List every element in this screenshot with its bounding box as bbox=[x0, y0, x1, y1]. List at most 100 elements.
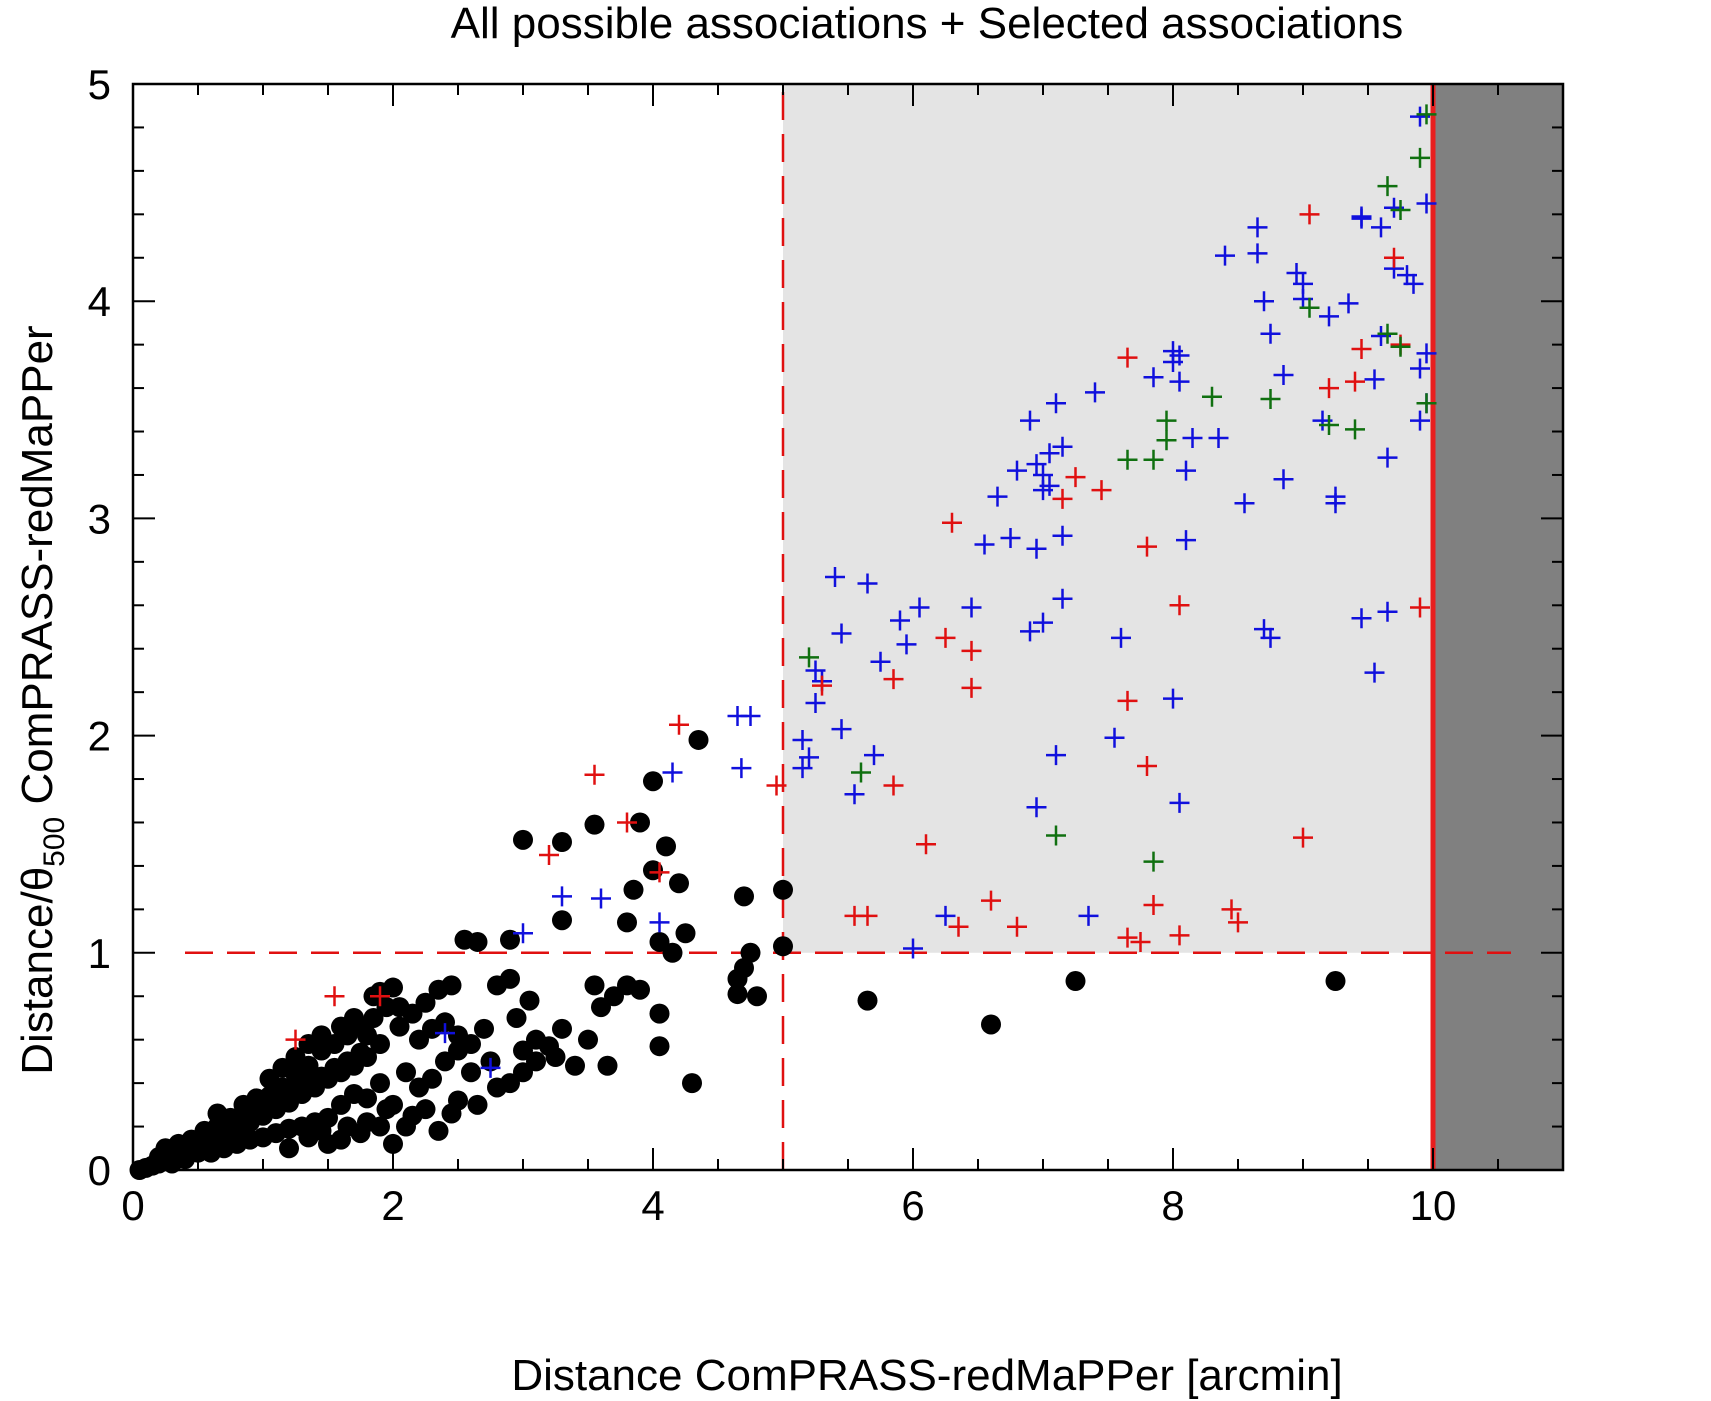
point-0-83 bbox=[370, 1073, 390, 1094]
point-0-139 bbox=[727, 984, 748, 1005]
y-tick-label: 2 bbox=[88, 713, 111, 760]
point-2-36 bbox=[1293, 827, 1313, 848]
point-0-172 bbox=[311, 1120, 332, 1141]
series-2 bbox=[285, 204, 1430, 1050]
point-2-23 bbox=[1065, 467, 1086, 488]
point-0-69 bbox=[441, 975, 462, 996]
y-tick-label: 5 bbox=[88, 61, 111, 108]
point-1-20 bbox=[870, 651, 891, 672]
point-1-4 bbox=[662, 762, 683, 783]
point-1-55 bbox=[1169, 792, 1190, 813]
point-0-123 bbox=[513, 829, 533, 850]
point-0-149 bbox=[1325, 971, 1346, 992]
point-1-56 bbox=[1176, 460, 1196, 481]
point-0-78 bbox=[506, 1007, 527, 1028]
point-0-110 bbox=[578, 1029, 598, 1050]
point-2-32 bbox=[1169, 595, 1190, 616]
point-1-67 bbox=[1273, 365, 1294, 386]
point-0-173 bbox=[331, 1129, 351, 1150]
point-1-39 bbox=[1039, 475, 1060, 496]
point-1-60 bbox=[1234, 493, 1255, 514]
point-0-64 bbox=[383, 977, 403, 998]
point-1-83 bbox=[1377, 447, 1398, 468]
point-1-14 bbox=[825, 567, 845, 588]
point-1-1 bbox=[552, 886, 572, 907]
point-1-97 bbox=[1351, 208, 1372, 229]
point-1-53 bbox=[1169, 371, 1190, 392]
point-0-143 bbox=[734, 886, 754, 907]
point-1-42 bbox=[1052, 436, 1073, 457]
point-0-72 bbox=[435, 1012, 455, 1033]
point-1-80 bbox=[1364, 662, 1385, 683]
point-1-57 bbox=[1176, 530, 1196, 551]
point-0-79 bbox=[519, 990, 540, 1011]
point-0-148 bbox=[1065, 971, 1086, 992]
point-0-106 bbox=[565, 1055, 585, 1076]
point-2-8 bbox=[766, 775, 787, 796]
point-0-136 bbox=[688, 729, 709, 750]
point-0-137 bbox=[643, 771, 663, 792]
point-1-35 bbox=[1026, 797, 1047, 818]
point-1-6 bbox=[740, 706, 761, 727]
point-0-118 bbox=[526, 1051, 546, 1072]
point-1-21 bbox=[890, 610, 910, 631]
shaded-region-1 bbox=[1433, 84, 1563, 1170]
point-2-4 bbox=[584, 764, 605, 785]
point-0-77 bbox=[500, 968, 520, 989]
point-1-79 bbox=[1364, 369, 1385, 390]
point-0-119 bbox=[545, 1047, 566, 1068]
point-1-48 bbox=[1104, 727, 1125, 748]
point-1-76 bbox=[1338, 293, 1359, 314]
point-0-87 bbox=[422, 1068, 442, 1089]
point-0-93 bbox=[376, 1099, 397, 1120]
point-2-25 bbox=[1117, 347, 1138, 368]
point-0-122 bbox=[500, 929, 520, 950]
point-0-174 bbox=[350, 1123, 371, 1144]
axis-ticks bbox=[132, 83, 1564, 1171]
point-3-16 bbox=[1390, 199, 1411, 220]
point-1-73 bbox=[1319, 306, 1339, 327]
point-0-179 bbox=[467, 1094, 488, 1115]
point-0-144 bbox=[773, 879, 793, 900]
point-2-26 bbox=[1117, 690, 1138, 711]
point-3-0 bbox=[799, 647, 819, 668]
point-1-40 bbox=[1033, 612, 1053, 633]
point-1-78 bbox=[1351, 608, 1372, 629]
point-0-114 bbox=[649, 1003, 670, 1024]
point-0-145 bbox=[773, 936, 793, 957]
series-0 bbox=[129, 729, 1346, 1180]
point-0-127 bbox=[617, 912, 637, 933]
point-1-45 bbox=[1046, 745, 1066, 766]
point-0-141 bbox=[740, 942, 761, 963]
point-3-12 bbox=[1345, 419, 1365, 440]
point-1-58 bbox=[1182, 428, 1203, 449]
point-1-47 bbox=[1085, 382, 1105, 403]
point-0-142 bbox=[747, 986, 767, 1007]
point-2-18 bbox=[961, 640, 982, 661]
point-2-30 bbox=[1137, 756, 1157, 777]
x-tick-label: 8 bbox=[1161, 1182, 1184, 1229]
x-tick-label: 10 bbox=[1410, 1182, 1457, 1229]
point-1-24 bbox=[909, 597, 930, 618]
point-2-38 bbox=[1319, 378, 1339, 399]
point-1-63 bbox=[1254, 291, 1274, 312]
point-1-2 bbox=[591, 888, 611, 909]
point-1-11 bbox=[805, 660, 826, 681]
point-1-28 bbox=[987, 486, 1008, 507]
point-0-96 bbox=[428, 1120, 449, 1141]
point-1-81 bbox=[1371, 217, 1391, 238]
x-tick-label: 6 bbox=[901, 1182, 924, 1229]
point-2-2 bbox=[370, 986, 390, 1007]
point-0-116 bbox=[682, 1073, 702, 1094]
point-1-26 bbox=[961, 597, 982, 618]
point-0-111 bbox=[597, 1055, 618, 1076]
point-1-34 bbox=[1026, 538, 1047, 559]
point-1-29 bbox=[1000, 527, 1021, 548]
point-2-1 bbox=[324, 986, 345, 1007]
point-2-41 bbox=[1384, 247, 1404, 268]
point-1-54 bbox=[1163, 688, 1183, 709]
point-0-98 bbox=[461, 1062, 481, 1083]
point-2-13 bbox=[883, 775, 904, 796]
point-1-7 bbox=[731, 758, 752, 779]
point-1-15 bbox=[831, 623, 852, 644]
